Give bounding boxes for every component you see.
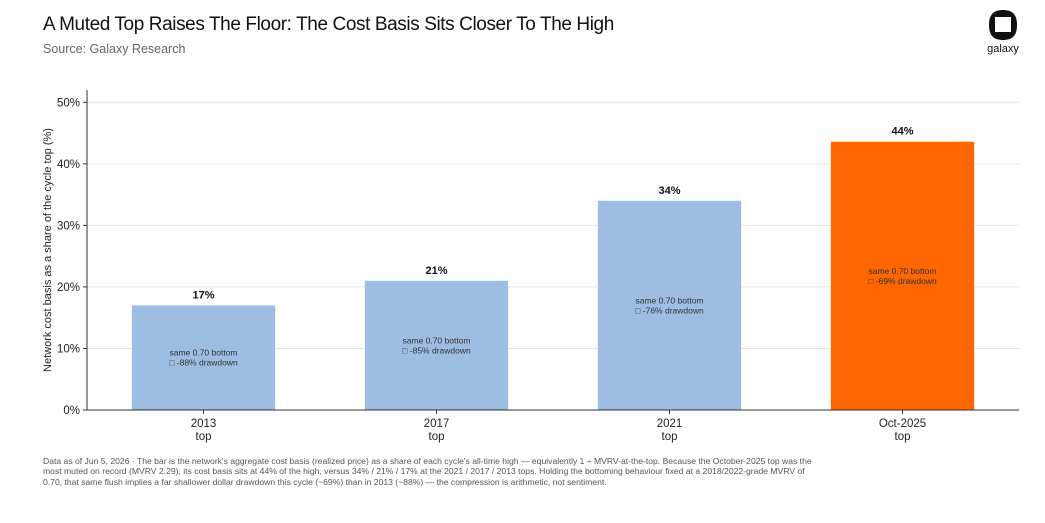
y-tick-label: 20% [57,282,80,294]
bar-annotation: same 0.70 bottom [402,335,470,345]
bar-value-label: 17% [192,289,214,301]
galaxy-logo-icon [989,10,1017,40]
bar-value-label: 34% [658,185,680,197]
y-tick-label: 0% [63,405,80,417]
bar [131,305,276,410]
logo-text: galaxy [987,43,1019,55]
y-tick-label: 40% [57,159,80,171]
bar [830,141,975,410]
bar-value-label: 21% [425,265,447,277]
bar [597,200,742,410]
footnote: Data as of Jun 5, 2026 · The bar is the … [43,456,812,487]
bar-annotation: □ -76% drawdown [635,305,704,315]
x-tick-label: top [662,431,678,443]
bar [364,280,509,410]
x-tick-label: 2017 [424,418,450,430]
x-tick-label: top [895,431,911,443]
bar-annotation: □ -85% drawdown [402,345,471,355]
y-tick-label: 50% [57,97,80,109]
bar-annotation: same 0.70 bottom [169,348,237,358]
chart-title: A Muted Top Raises The Floor: The Cost B… [43,14,614,35]
bar-annotation: □ -88% drawdown [169,358,238,368]
bar-annotation: □ -69% drawdown [868,276,937,286]
y-axis-label: Network cost basis as a share of the cyc… [42,128,54,372]
bar-value-label: 44% [891,126,913,138]
chart-source: Source: Galaxy Research [43,42,186,56]
x-tick-label: top [196,431,212,443]
y-tick-label: 30% [57,220,80,232]
bar-annotation: same 0.70 bottom [635,295,703,305]
y-tick-label: 10% [57,343,80,355]
x-tick-label: Oct-2025 [879,418,926,430]
galaxy-logo: galaxy [983,8,1023,55]
x-tick-label: 2013 [191,418,217,430]
chart-header: A Muted Top Raises The Floor: The Cost B… [43,14,614,56]
bar-chart: 0% 10% 20% 30% 40% 50% Network cost basis as a… [42,90,1019,443]
x-tick-label: 2021 [657,418,683,430]
bar-annotation: same 0.70 bottom [868,266,936,276]
x-tick-label: top [429,431,445,443]
